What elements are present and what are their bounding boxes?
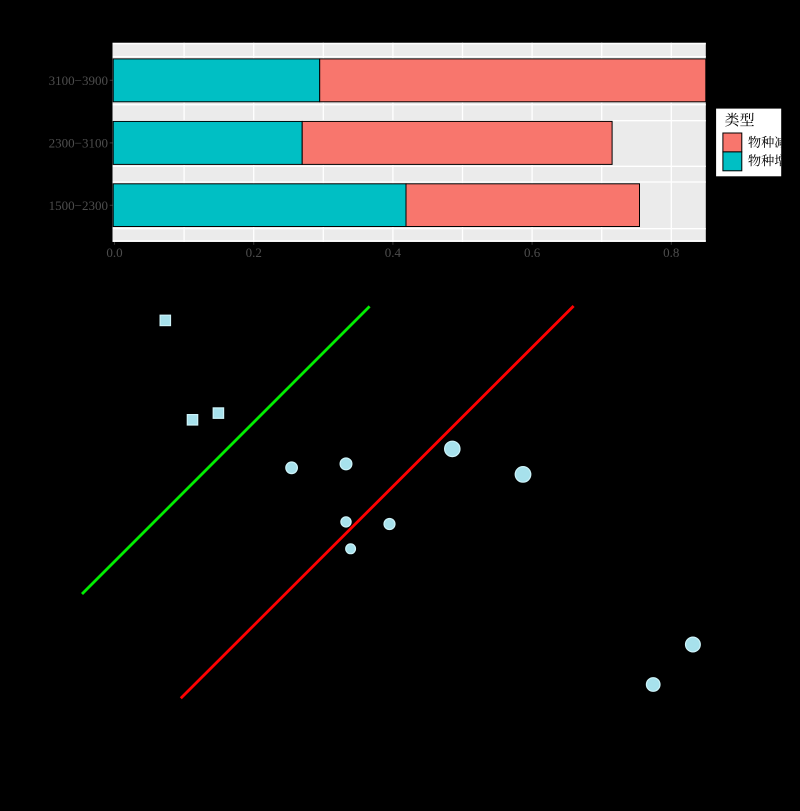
svg-text:0.6: 0.6 [524,245,541,260]
svg-text:1500−2300: 1500−2300 [49,198,108,213]
svg-text:0.2: 0.2 [246,245,262,260]
svg-text:0.8: 0.8 [663,245,679,260]
svg-text:0.0: 0.0 [106,245,122,260]
svg-text:3100−3900: 3100−3900 [49,73,108,88]
svg-text:0.4: 0.4 [385,245,402,260]
svg-text:2300−3100: 2300−3100 [49,136,108,151]
